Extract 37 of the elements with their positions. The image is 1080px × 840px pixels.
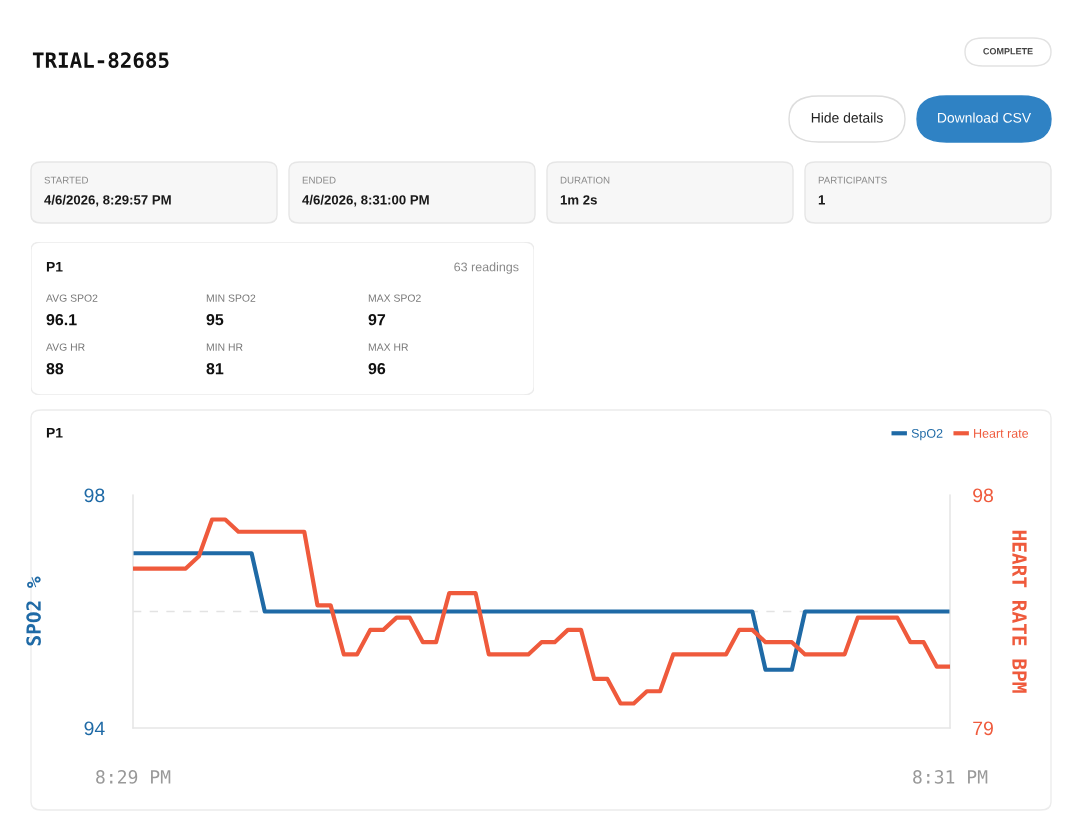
y2-axis-title: HEART RATE BPM <box>1012 530 1027 693</box>
text: MIN SPO2 <box>206 294 256 302</box>
y2-tick-label: 79 <box>973 721 993 736</box>
text: TRIAL-82685 <box>32 52 169 69</box>
y-tick-label: 94 <box>84 721 105 736</box>
legend-label: SpO2 <box>911 428 943 441</box>
text: PARTICIPANTS <box>818 176 887 184</box>
text: AVG HR <box>46 343 85 351</box>
text: 96 <box>368 362 386 375</box>
text: 63 readings <box>454 262 519 274</box>
text: 96.1 <box>46 313 77 326</box>
text: ENDED <box>302 176 336 184</box>
text: 88 <box>46 362 64 375</box>
text: MAX SPO2 <box>368 294 421 302</box>
x-tick-label: 8:31 PM <box>913 770 988 784</box>
text: Hide details <box>811 112 883 123</box>
text: 4/6/2026, 8:31:00 PM <box>302 194 429 207</box>
text: 81 <box>206 362 224 375</box>
text: COMPLETE <box>983 48 1033 55</box>
chart-title: P1 <box>46 428 63 438</box>
legend-label: Heart rate <box>974 429 1029 438</box>
y-axis-title: SPO2 % <box>26 576 41 646</box>
x-tick-label: 8:29 PM <box>96 770 171 784</box>
text: 1 <box>818 195 825 205</box>
text: MAX HR <box>368 343 409 351</box>
text: 1m 2s <box>560 195 597 205</box>
text: 97 <box>368 313 386 326</box>
text: 4/6/2026, 8:29:57 PM <box>44 194 171 207</box>
text: P1 <box>46 262 63 272</box>
text: MIN HR <box>206 343 243 351</box>
line-series <box>133 517 950 706</box>
text: Download CSV <box>938 112 1032 123</box>
text: STARTED <box>44 176 89 184</box>
y2-tick-label: 98 <box>973 488 993 503</box>
text: DURATION <box>560 176 610 184</box>
text: AVG SPO2 <box>46 294 98 302</box>
text: 95 <box>206 313 224 326</box>
